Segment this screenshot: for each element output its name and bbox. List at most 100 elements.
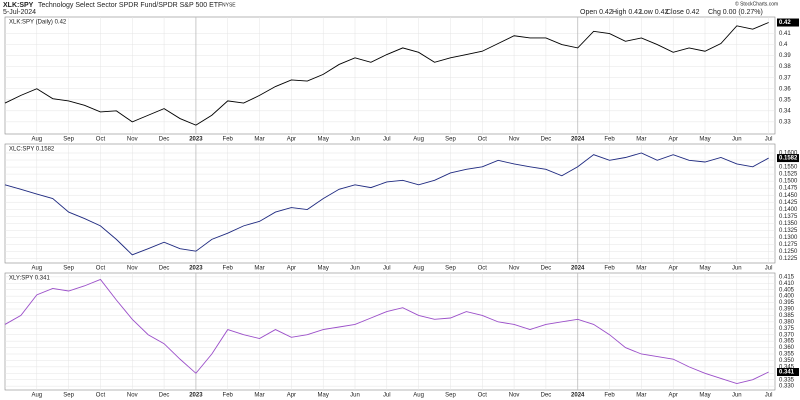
- y-tick-label: 0.33: [779, 119, 791, 125]
- y-tick-label: 0.1400: [779, 207, 798, 213]
- y-tick-label: 0.1300: [779, 235, 798, 241]
- y-tick-label: 0.345: [779, 364, 795, 370]
- x-tick-label: Feb: [604, 266, 615, 272]
- x-tick-label: Aug: [413, 137, 424, 143]
- x-tick-label: 2024: [571, 266, 585, 272]
- y-tick-label: 0.390: [779, 307, 795, 313]
- y-tick-label: 0.415: [779, 274, 795, 280]
- y-tick-label: 0.385: [779, 313, 795, 319]
- y-tick-label: 0.350: [779, 358, 795, 364]
- x-tick-label: Mar: [254, 266, 264, 272]
- series-line: [4, 278, 769, 385]
- x-tick-label: Jun: [350, 137, 360, 143]
- y-tick-label: 0.395: [779, 300, 795, 306]
- x-tick-label: Nov: [509, 393, 520, 399]
- date: 5-Jul-2024: [3, 9, 36, 16]
- y-tick-label: 0.1325: [779, 228, 798, 234]
- x-tick-label: Feb: [223, 266, 234, 272]
- x-tick-label: Oct: [96, 266, 106, 272]
- y-tick-label: 0.1425: [779, 200, 798, 206]
- y-tick-label: 0.330: [779, 384, 795, 390]
- y-tick-label: 0.1600: [779, 151, 798, 157]
- legend-label: XLC:SPY 0.1582: [9, 147, 55, 153]
- y-tick-label: 0.1225: [779, 256, 798, 262]
- y-tick-label: 0.1550: [779, 165, 798, 171]
- y-tick-label: 0.1250: [779, 249, 798, 255]
- x-tick-label: Nov: [509, 266, 520, 272]
- x-tick-label: Jun: [732, 137, 742, 143]
- y-tick-label: 0.38: [779, 64, 791, 70]
- y-tick-label: 0.1525: [779, 172, 798, 178]
- x-tick-label: Jun: [350, 393, 360, 399]
- y-tick-label: 0.355: [779, 352, 795, 358]
- x-tick-label: Feb: [223, 393, 234, 399]
- x-tick-label: Jul: [383, 393, 391, 399]
- series-line: [4, 22, 769, 126]
- x-tick-label: Jul: [765, 137, 773, 143]
- x-tick-label: Apr: [669, 393, 678, 399]
- x-tick-label: Nov: [127, 137, 138, 143]
- y-tick-label: 0.410: [779, 281, 795, 287]
- x-tick-label: Dec: [541, 266, 552, 272]
- y-tick-label: 0.405: [779, 287, 795, 293]
- y-tick-label: 0.34: [779, 108, 791, 114]
- panel-frame: [4, 272, 776, 391]
- legend-label: XLY:SPY 0.341: [9, 276, 50, 282]
- y-tick-label: 0.360: [779, 345, 795, 351]
- y-tick-label: 0.1500: [779, 179, 798, 185]
- x-tick-label: Aug: [31, 266, 42, 272]
- x-tick-label: Sep: [445, 393, 456, 399]
- x-tick-label: May: [318, 137, 329, 143]
- quote-close: Close 0.42: [666, 9, 700, 16]
- last-value-label: 0.42: [779, 20, 791, 26]
- x-tick-label: 2023: [189, 137, 203, 143]
- y-tick-label: 0.1475: [779, 186, 798, 192]
- y-tick-label: 0.41: [779, 31, 791, 37]
- y-tick-label: 0.1375: [779, 214, 798, 220]
- last-value-box: [777, 18, 799, 27]
- x-tick-label: Oct: [478, 266, 488, 272]
- x-tick-label: Apr: [287, 266, 296, 272]
- y-tick-label: 0.375: [779, 326, 795, 332]
- x-tick-label: Oct: [478, 393, 488, 399]
- x-tick-label: Aug: [31, 393, 42, 399]
- x-tick-label: Apr: [669, 266, 678, 272]
- x-tick-label: Dec: [541, 137, 552, 143]
- quote-low: Low 0.42: [640, 9, 669, 16]
- y-tick-label: 0.36: [779, 86, 791, 92]
- description: Technology Select Sector SPDR Fund/SPDR …: [38, 2, 222, 9]
- y-tick-label: 0.370: [779, 332, 795, 338]
- x-tick-label: Oct: [478, 137, 488, 143]
- y-tick-label: 0.335: [779, 377, 795, 383]
- last-value-label: 0.341: [779, 370, 795, 376]
- y-tick-label: 0.1450: [779, 193, 798, 199]
- x-tick-label: Apr: [287, 137, 296, 143]
- x-tick-label: Jul: [383, 266, 391, 272]
- y-tick-label: 0.37: [779, 75, 791, 81]
- quote-high: High 0.42: [612, 9, 642, 16]
- x-tick-label: Apr: [287, 393, 296, 399]
- x-tick-label: 2023: [189, 266, 203, 272]
- x-tick-label: Dec: [541, 393, 552, 399]
- x-tick-label: Dec: [159, 393, 170, 399]
- x-tick-label: Aug: [31, 137, 42, 143]
- x-tick-label: Aug: [413, 393, 424, 399]
- x-tick-label: Nov: [127, 393, 138, 399]
- last-value-box: [777, 368, 799, 376]
- x-tick-label: Nov: [127, 266, 138, 272]
- y-tick-label: 0.400: [779, 294, 795, 300]
- x-tick-label: Sep: [445, 266, 456, 272]
- x-tick-label: Mar: [636, 393, 646, 399]
- x-tick-label: Sep: [63, 137, 74, 143]
- y-tick-label: 0.365: [779, 339, 795, 345]
- x-tick-label: Dec: [159, 266, 170, 272]
- x-tick-label: Sep: [445, 137, 456, 143]
- x-tick-label: Feb: [604, 393, 615, 399]
- quote-open: Open 0.42: [580, 9, 613, 16]
- x-tick-label: Apr: [669, 137, 678, 143]
- y-tick-label: 0.39: [779, 53, 791, 59]
- y-tick-label: 0.1275: [779, 242, 798, 248]
- panel-frame: [4, 143, 776, 264]
